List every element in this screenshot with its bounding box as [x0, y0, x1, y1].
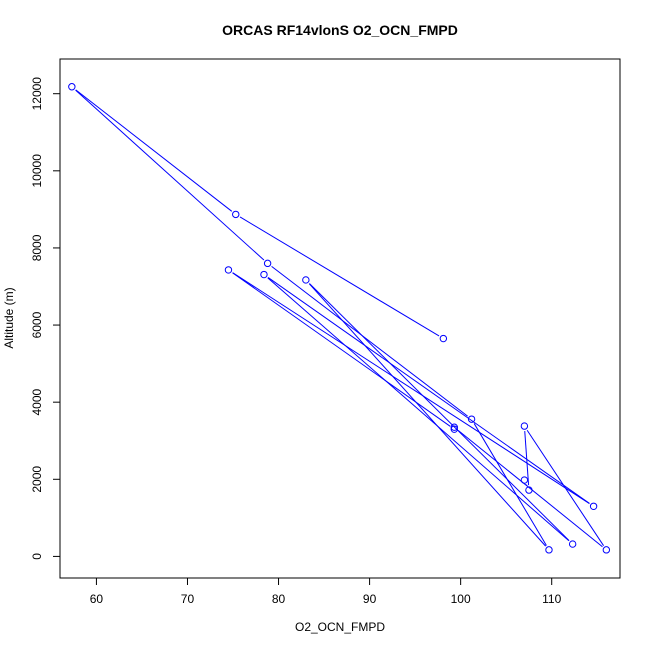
data-point — [263, 259, 272, 268]
y-tick-label: 4000 — [30, 389, 44, 416]
x-tick-label: 100 — [451, 592, 471, 606]
series-segment — [457, 429, 603, 548]
series-segment — [239, 216, 440, 337]
data-point — [520, 476, 529, 484]
data-point — [439, 334, 448, 343]
data-point — [450, 425, 458, 433]
series-segment — [75, 89, 233, 212]
data-point — [68, 83, 76, 91]
y-tick-label: 0 — [30, 553, 44, 560]
x-axis: 60 70 80 90 100 110 — [90, 577, 562, 606]
series-segment — [271, 265, 468, 417]
x-tick-label: 90 — [363, 592, 377, 606]
y-axis: 0 2000 4000 6000 8000 10000 12000 — [30, 77, 61, 560]
data-point — [450, 423, 458, 431]
data-point — [302, 276, 310, 284]
y-tick-label: 10000 — [30, 154, 44, 188]
x-tick-label: 70 — [181, 592, 195, 606]
x-tick-label: 80 — [272, 592, 286, 606]
data-point — [589, 502, 598, 510]
series-segment — [232, 272, 590, 504]
data-point — [224, 266, 233, 274]
chart-title: ORCAS RF14vlonS O2_OCN_FMPD — [222, 22, 458, 38]
series-segment — [309, 283, 570, 541]
x-tick-label: 60 — [90, 592, 104, 606]
series-segment — [308, 283, 547, 547]
series-segment — [75, 89, 265, 261]
y-tick-label: 2000 — [30, 466, 44, 493]
series-segment — [473, 423, 547, 546]
data-point — [467, 415, 476, 423]
y-tick-label: 12000 — [30, 77, 44, 111]
y-tick-label: 6000 — [30, 311, 44, 338]
x-tick-label: 110 — [542, 592, 561, 606]
data-point — [602, 546, 611, 554]
series-segment — [232, 272, 451, 427]
series-segment — [526, 429, 604, 546]
y-tick-label: 8000 — [30, 234, 44, 261]
y-axis-label: Altitude (m) — [2, 287, 16, 348]
series-segment — [267, 277, 590, 504]
data-point — [545, 546, 553, 554]
x-axis-label: O2_OCN_FMPD — [295, 620, 385, 634]
data-point — [520, 422, 529, 430]
series-segment — [524, 431, 530, 486]
data-point — [260, 270, 268, 279]
data-point — [568, 540, 577, 548]
series-segment — [267, 277, 570, 542]
data-point — [525, 486, 533, 494]
data-point — [232, 210, 240, 219]
series-layer — [68, 83, 611, 554]
